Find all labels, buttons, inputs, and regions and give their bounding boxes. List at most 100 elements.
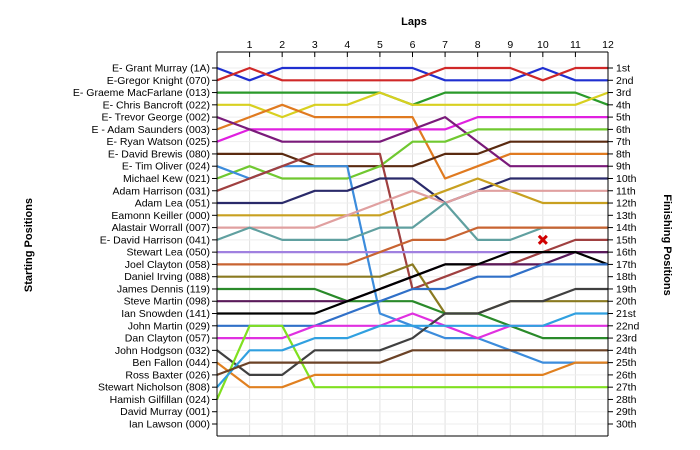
finish-position-label: 26th — [616, 369, 637, 381]
series-line-9 — [216, 128, 608, 180]
series-line-1 — [216, 66, 608, 82]
start-position-label: E- Graeme MacFarlane (013) — [73, 87, 210, 99]
x-tick-label: 10 — [537, 39, 549, 51]
grid — [216, 52, 609, 436]
start-position-label: E- Tim Oliver (024) — [122, 161, 210, 173]
start-position-label: E- Grant Murray (1A) — [112, 63, 210, 75]
series-line-4 — [217, 91, 609, 119]
finish-position-label: 27th — [616, 382, 637, 394]
finish-position-label: 10th — [616, 173, 637, 185]
finish-position-label: 14th — [616, 222, 637, 234]
finish-position-label: 19th — [616, 283, 637, 295]
finish-position-label: 5th — [616, 112, 631, 124]
finish-position-label: 28th — [616, 394, 637, 406]
start-position-label: E- Ryan Watson (025) — [107, 136, 210, 148]
finish-position-label: 1st — [616, 63, 630, 75]
series-line-14 — [217, 189, 608, 229]
start-position-label: Michael Kew (021) — [123, 173, 210, 185]
series-line-26 — [216, 361, 608, 389]
start-position-label: Daniel Irving (088) — [124, 271, 210, 283]
finish-position-label: 17th — [616, 259, 637, 271]
x-tick-label: 4 — [344, 39, 350, 51]
series-line-25 — [215, 324, 608, 400]
x-tick-label: 6 — [410, 39, 416, 51]
finish-position-label: 12th — [616, 198, 637, 210]
x-tick-label: 11 — [570, 39, 581, 51]
start-position-label: Adam Lea (051) — [135, 198, 210, 210]
finish-position-label: 23rd — [616, 333, 637, 345]
series-line-17 — [217, 226, 608, 266]
x-tick-label: 3 — [312, 39, 318, 51]
start-position-label: E- Trevor George (002) — [101, 112, 210, 124]
finish-position-label: 30th — [616, 419, 637, 431]
series-line-2 — [216, 66, 608, 82]
start-position-label: Adam Harrison (031) — [113, 185, 210, 197]
start-position-label: Ben Fallon (044) — [132, 357, 210, 369]
series-line-12 — [217, 177, 608, 205]
x-tick-label: 9 — [507, 39, 513, 51]
series-line-24 — [216, 287, 608, 376]
x-tick-label: 2 — [279, 39, 285, 51]
series-line-19 — [217, 287, 608, 340]
finish-position-label: 21st — [616, 308, 636, 320]
x-tick-label: 12 — [602, 39, 614, 51]
chart-title: Laps — [401, 16, 427, 28]
finish-position-label: 7th — [616, 136, 631, 148]
axes — [212, 51, 613, 437]
series-line-28 — [216, 349, 608, 376]
start-position-label: Joel Clayton (058) — [125, 259, 210, 271]
x-tick-label: 8 — [475, 39, 481, 51]
start-position-label: David Murray (001) — [120, 406, 210, 418]
series-line-5 — [216, 103, 608, 180]
dnf-marker — [537, 234, 548, 245]
finish-position-label: 15th — [616, 234, 637, 246]
finish-position-label: 18th — [616, 271, 637, 283]
start-position-label: Alastair Worrall (007) — [112, 222, 210, 234]
left-axis-title: Starting Positions — [23, 198, 35, 292]
finish-position-label: 6th — [616, 124, 631, 136]
finish-position-label: 20th — [616, 296, 637, 308]
finish-position-label: 8th — [616, 148, 631, 160]
finish-position-label: 2nd — [616, 75, 634, 87]
start-position-label: Eamonn Keiller (000) — [111, 210, 210, 222]
series-line-21 — [217, 251, 609, 315]
start-position-label: Hamish Gilfillan (024) — [110, 394, 210, 406]
finish-position-label: 3rd — [616, 87, 631, 99]
start-position-label: E-Gregor Knight (070) — [107, 75, 210, 87]
start-position-label: E- David Brewis (080) — [108, 148, 210, 160]
right-axis-title: Finishing Positions — [661, 194, 673, 295]
series-line-8 — [217, 140, 608, 168]
series-line-27 — [216, 312, 608, 388]
x-tick-label: 7 — [442, 39, 448, 51]
x-tick-label: 1 — [247, 39, 253, 51]
finish-position-label: 9th — [616, 161, 631, 173]
finish-position-label: 16th — [616, 247, 637, 259]
finish-position-label: 13th — [616, 210, 637, 222]
start-position-label: Dan Clayton (057) — [125, 333, 210, 345]
finish-position-label: 4th — [616, 99, 631, 111]
series-line-13 — [217, 177, 608, 217]
finish-position-label: 22nd — [616, 320, 640, 332]
start-position-label: John Hodgson (032) — [115, 345, 210, 357]
finish-position-label: 24th — [616, 345, 637, 357]
start-position-label: Stewart Nicholson (808) — [98, 382, 210, 394]
x-tick-label: 5 — [377, 39, 383, 51]
series-line-7 — [216, 115, 608, 168]
dnf-marker-stroke — [537, 234, 548, 245]
start-position-label: Stewart Lea (050) — [127, 247, 210, 259]
finish-position-label: 29th — [616, 406, 637, 418]
annotations — [537, 234, 548, 245]
finish-position-label: 25th — [616, 357, 637, 369]
finish-position-label: 11th — [616, 185, 636, 197]
start-position-label: E- David Harrison (041) — [100, 234, 210, 246]
start-position-label: E - Adam Saunders (003) — [92, 124, 210, 136]
start-position-label: Ian Snowden (141) — [121, 308, 210, 320]
start-position-label: John Martin (029) — [128, 320, 210, 332]
series-lines — [215, 66, 609, 400]
start-position-label: James Dennis (119) — [117, 283, 210, 295]
start-position-label: Ian Lawson (000) — [129, 419, 210, 431]
start-position-label: Ross Baxter (026) — [125, 369, 210, 381]
start-position-label: Steve Martin (098) — [124, 296, 210, 308]
start-position-label: E- Chris Bancroft (022) — [103, 99, 210, 111]
